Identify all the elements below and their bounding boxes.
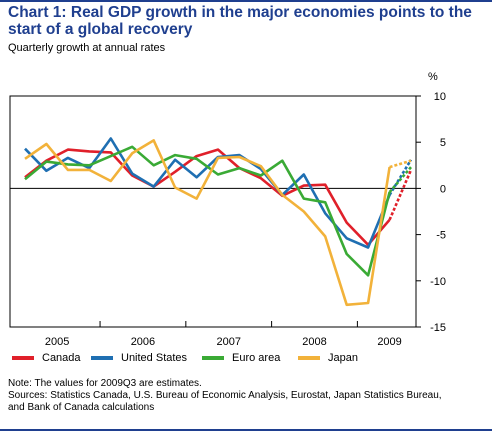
- legend-item-canada: Canada: [12, 352, 81, 364]
- bottom-rule: [0, 429, 492, 431]
- chart-title: Chart 1: Real GDP growth in the major ec…: [8, 4, 472, 38]
- series-line-euro-area: [24, 145, 391, 277]
- legend: Canada United States Euro area Japan: [8, 352, 484, 368]
- legend-label-euro-area: Euro area: [232, 352, 281, 364]
- legend-item-japan: Japan: [298, 352, 358, 364]
- legend-item-united-states: United States: [91, 352, 187, 364]
- legend-label-japan: Japan: [328, 352, 358, 364]
- x-tick-label: 2005: [45, 336, 69, 348]
- x-tick-label: 2008: [302, 336, 326, 348]
- series-line-united-states: [24, 137, 391, 249]
- y-tick-label: 0: [440, 183, 446, 195]
- legend-item-euro-area: Euro area: [202, 352, 280, 364]
- series-estimate-united-states: [388, 159, 413, 196]
- legend-swatch-euro-area: [202, 356, 224, 360]
- note-estimates: Note: The values for 2009Q3 are estimate…: [8, 378, 202, 389]
- legend-label-canada: Canada: [42, 352, 81, 364]
- legend-swatch-canada: [12, 356, 34, 360]
- legend-swatch-united-states: [91, 356, 113, 360]
- y-unit-label: %: [428, 71, 438, 83]
- series-estimate-canada: [388, 169, 413, 221]
- series-estimate-euro-area: [388, 166, 412, 193]
- plot-frame: [9, 95, 417, 328]
- top-rule: [0, 0, 492, 2]
- y-tick-label: -15: [430, 322, 446, 334]
- note-sources: Sources: Statistics Canada, U.S. Bureau …: [8, 390, 442, 401]
- legend-swatch-japan: [298, 356, 320, 360]
- y-tick-label: 5: [440, 137, 446, 149]
- y-tick-label: -5: [436, 230, 446, 242]
- note-sources-cont: and Bank of Canada calculations: [8, 402, 155, 413]
- chart-notes: Note: The values for 2009Q3 are estimate…: [8, 378, 484, 414]
- x-tick-label: 2006: [131, 336, 155, 348]
- series-line-canada: [24, 148, 391, 247]
- y-tick-label: -10: [430, 276, 446, 288]
- legend-label-united-states: United States: [121, 352, 188, 364]
- y-tick-label: 10: [434, 91, 446, 103]
- series-line-japan: [24, 139, 391, 307]
- x-tick-label: 2009: [377, 336, 401, 348]
- chart-subtitle: Quarterly growth at annual rates: [8, 42, 166, 54]
- x-tick-label: 2007: [216, 336, 240, 348]
- series-estimate-japan: [389, 159, 412, 169]
